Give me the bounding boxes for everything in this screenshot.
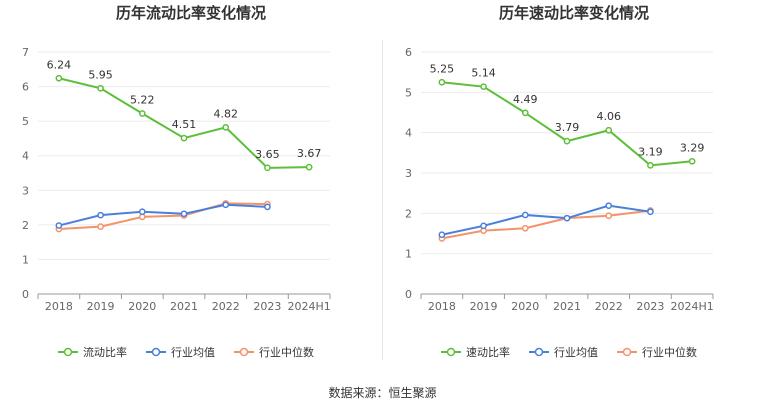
industry-mean-point (138, 208, 146, 216)
main-ratio-point (480, 83, 487, 91)
industry-mean-point (563, 214, 571, 222)
x-tick-label: 2019 (87, 300, 115, 313)
industry-mean-point (605, 202, 613, 210)
x-tick-label: 2021 (553, 300, 581, 313)
main-ratio-point (264, 164, 271, 172)
current-ratio-chart: 历年流动比率变化情况 0 1 2 3 4 5 6 7 2018 2019 2020 2021 2022 20… (22, 4, 331, 359)
y-tick-label: 2 (405, 207, 412, 220)
industry-mean-point (180, 210, 188, 218)
data-label: 3.67 (297, 147, 322, 160)
data-label: 3.19 (638, 145, 663, 158)
industry-mean-point (438, 231, 446, 239)
data-label: 3.29 (680, 141, 705, 154)
chart-divider (382, 40, 383, 360)
x-tick-label: 2023 (253, 300, 281, 313)
x-tick-label: 2021 (170, 300, 198, 313)
legend-label: 行业中位数 (259, 345, 314, 359)
legend-label: 行业均值 (554, 346, 598, 359)
main-ratio-point (647, 161, 654, 169)
industry-mean-point (97, 211, 104, 219)
data-label: 3.79 (555, 121, 580, 134)
industry-median-point (97, 223, 104, 230)
main-ratio-point (138, 110, 146, 117)
chart-title: 历年速动比率变化情况 (499, 4, 649, 22)
x-tick-label: 2019 (470, 300, 498, 313)
data-label: 4.49 (513, 93, 538, 106)
main-ratio-point (605, 126, 613, 134)
x-tick-label: 2018 (428, 300, 456, 313)
data-label: 4.06 (596, 110, 621, 123)
chart-title: 历年流动比率变化情况 (116, 4, 266, 22)
industry-median-point (605, 212, 613, 220)
main-ratio-point (438, 78, 446, 86)
main-ratio-point (563, 137, 571, 145)
y-tick-label: 5 (405, 86, 412, 99)
x-tick-label: 2022 (595, 300, 623, 313)
data-label: 4.82 (213, 107, 238, 120)
main-ratio-point (305, 163, 313, 171)
data-label: 5.25 (430, 62, 455, 75)
y-tick-label: 7 (22, 46, 29, 59)
x-tick-label: 2024H1 (671, 300, 714, 313)
industry-mean-point (521, 211, 529, 219)
y-tick-label: 0 (405, 288, 412, 301)
legend-label: 流动比率 (83, 345, 127, 359)
legend-swatch-marker (151, 347, 161, 357)
x-tick-label: 2023 (636, 300, 664, 313)
data-label: 5.22 (130, 94, 155, 107)
industry-median-point (521, 224, 529, 232)
y-tick-label: 4 (22, 150, 29, 163)
legend-swatch-marker (239, 347, 249, 357)
y-tick-label: 1 (405, 248, 412, 261)
x-tick-label: 2022 (212, 300, 240, 313)
main-ratio-point (688, 157, 696, 165)
data-label: 6.24 (47, 58, 72, 71)
industry-mean-point (264, 203, 271, 211)
main-ratio-point (521, 109, 529, 117)
industry-mean-point (480, 222, 487, 230)
y-tick-label: 2 (22, 219, 29, 232)
industry-median-line (441, 209, 651, 240)
data-label: 4.51 (172, 118, 197, 131)
industry-mean-line (58, 203, 268, 227)
legend-swatch-marker (446, 347, 456, 357)
legend-swatch-marker (622, 347, 632, 357)
y-tick-label: 6 (22, 81, 29, 94)
y-tick-label: 1 (22, 253, 29, 266)
main-ratio-point (97, 84, 104, 92)
industry-mean-point (647, 208, 654, 216)
x-tick-label: 2020 (128, 300, 156, 313)
main-ratio-point (55, 74, 63, 82)
x-tick-label: 2018 (45, 300, 73, 313)
quick-ratio-chart: 历年速动比率变化情况 0 1 2 3 4 5 6 2018 2019 2020 2021 2022 202… (405, 4, 714, 359)
industry-mean-line (441, 204, 651, 236)
data-label: 5.14 (471, 67, 496, 80)
data-label: 5.95 (88, 68, 113, 81)
legend-label: 速动比率 (466, 345, 510, 359)
y-tick-label: 6 (405, 46, 412, 59)
industry-mean-point (55, 222, 63, 229)
industry-median-line (58, 202, 268, 231)
industry-mean-point (222, 201, 230, 209)
legend-swatch-marker (63, 347, 73, 357)
legend-label: 行业中位数 (642, 345, 697, 359)
y-tick-label: 5 (22, 115, 29, 128)
y-tick-label: 0 (22, 288, 29, 301)
x-tick-label: 2020 (511, 300, 539, 313)
industry-median-point (138, 213, 146, 221)
data-label: 3.65 (255, 148, 280, 161)
legend-label: 行业均值 (171, 346, 215, 359)
x-tick-label: 2024H1 (288, 300, 331, 313)
y-tick-label: 4 (405, 127, 412, 140)
y-tick-label: 3 (405, 167, 412, 180)
data-source-note: 数据来源：恒生聚源 (328, 386, 437, 400)
main-ratio-point (180, 134, 188, 142)
main-ratio-point (222, 124, 230, 131)
y-tick-label: 3 (22, 184, 29, 197)
legend-swatch-marker (534, 347, 544, 357)
